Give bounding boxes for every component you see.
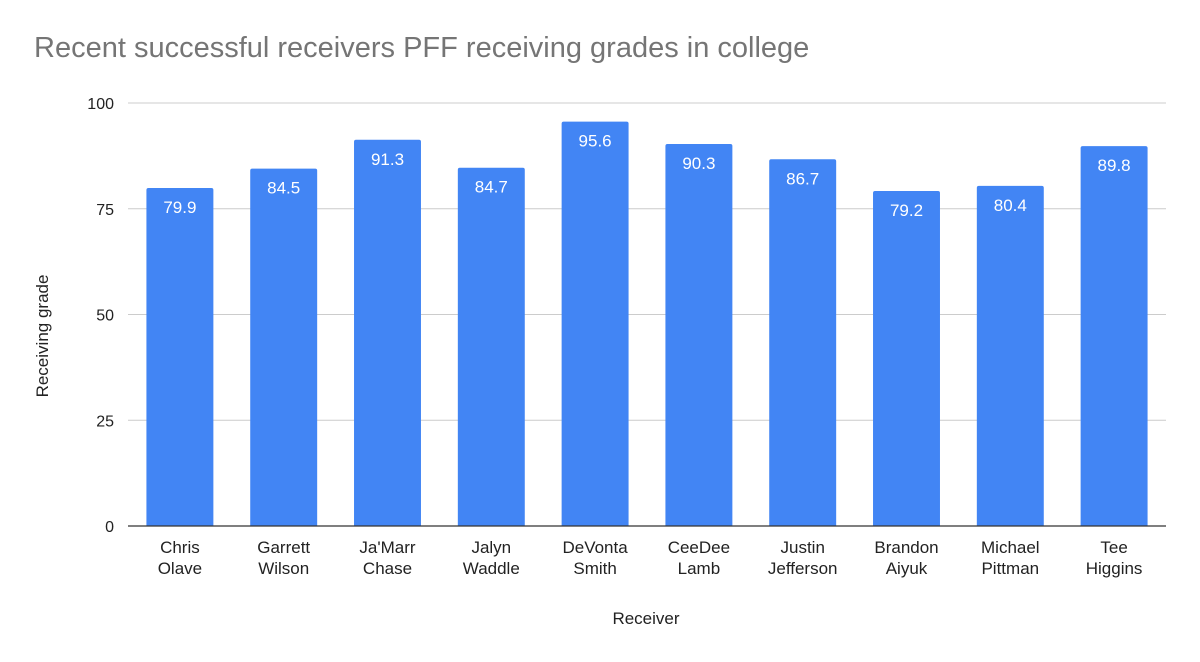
bar	[561, 121, 629, 526]
data-label: 95.6	[579, 132, 612, 151]
x-tick-label: Jalyn Waddle	[463, 538, 520, 578]
data-label: 86.7	[786, 169, 819, 188]
data-label: 79.2	[890, 201, 923, 220]
bar	[769, 159, 837, 526]
y-tick-label: 25	[96, 413, 114, 430]
bar	[457, 167, 525, 526]
y-tick-label: 50	[96, 308, 114, 325]
data-label: 91.3	[371, 150, 404, 169]
bars: 79.9 84.5 91.3 84.7 95.6 90.3 86.7 79.2 80.4 89.8	[146, 121, 1148, 526]
x-tick-label: DeVonta Smith	[562, 538, 628, 578]
axes: 0 25 50 75 100 Chris Olave Garrett Wilson Ja'Marr…	[87, 96, 1166, 578]
x-tick-label: Garrett Wilson	[257, 538, 310, 578]
x-axis-title: Receiver	[612, 609, 679, 628]
x-tick-label: Brandon Aiyuk	[874, 538, 938, 578]
data-label: 90.3	[682, 154, 715, 173]
data-label: 84.5	[267, 179, 300, 198]
bar	[665, 144, 733, 526]
bar	[873, 190, 940, 526]
data-label: 80.4	[994, 196, 1027, 215]
bar	[146, 188, 214, 526]
bar	[250, 168, 318, 526]
y-tick-label: 0	[105, 519, 114, 536]
bar	[354, 139, 421, 526]
x-tick-label: Tee Higgins	[1086, 538, 1143, 578]
data-label: 89.8	[1098, 156, 1131, 175]
x-tick-label: Ja'Marr Chase	[359, 538, 415, 578]
y-axis-title: Receiving grade	[33, 275, 52, 398]
x-tick-label: CeeDee Lamb	[668, 538, 730, 578]
y-tick-label: 75	[96, 202, 114, 219]
data-label: 79.9	[163, 198, 196, 217]
chart-title: Recent successful receivers PFF receivin…	[34, 32, 810, 64]
x-tick-label: Michael Pittman	[981, 538, 1040, 578]
x-tick-label: Chris Olave	[158, 538, 202, 578]
x-tick-label: Justin Jefferson	[768, 538, 838, 578]
y-tick-label: 100	[87, 96, 114, 113]
bar	[976, 185, 1044, 526]
bar	[1080, 146, 1148, 526]
data-label: 84.7	[475, 178, 508, 197]
